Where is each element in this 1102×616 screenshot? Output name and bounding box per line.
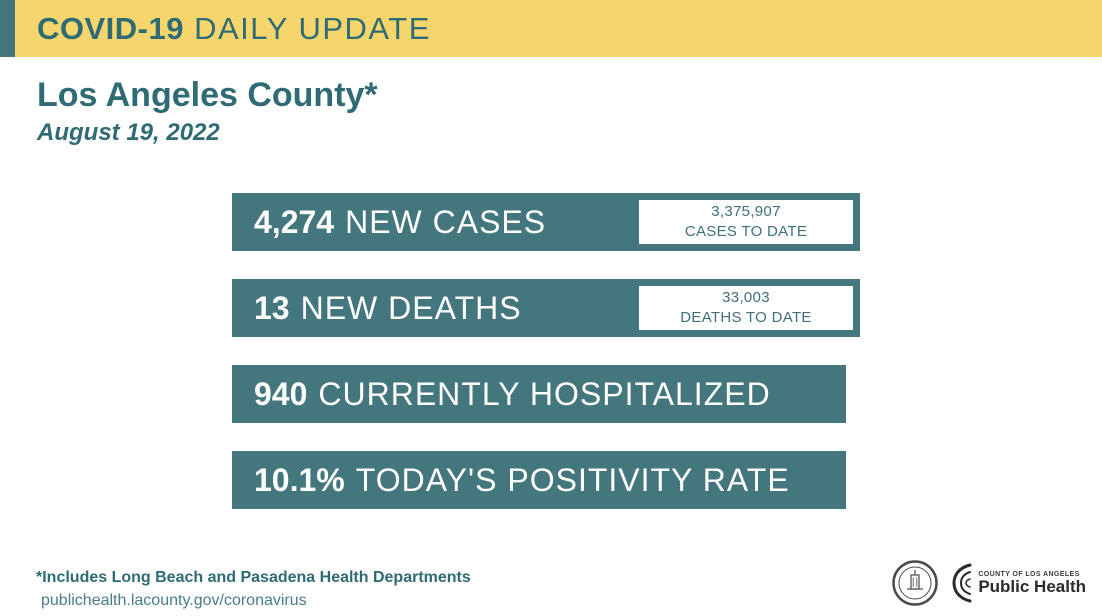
cases-to-date-value: 3,375,907 — [711, 202, 781, 220]
stat-hospitalized-value: 940 — [254, 375, 308, 412]
stat-new-cases-label: NEW CASES — [345, 203, 547, 240]
stat-new-cases-value: 4,274 — [254, 203, 335, 240]
stat-hospitalized-label: CURRENTLY HOSPITALIZED — [318, 375, 771, 412]
stat-new-deaths: 13 NEW DEATHS 33,003 DEATHS TO DATE — [232, 279, 860, 337]
cases-to-date-label: CASES TO DATE — [684, 223, 808, 240]
banner-title: COVID-19 DAILY UPDATE — [37, 11, 431, 47]
footnote: *Includes Long Beach and Pasadena Health… — [36, 569, 471, 586]
stat-new-deaths-label: NEW DEATHS — [300, 289, 522, 326]
logo-group: COUNTY OF LOS ANGELES Public Health — [892, 560, 1086, 606]
stat-positivity-value: 10.1% — [254, 461, 345, 498]
logo-county-line: COUNTY OF LOS ANGELES — [978, 570, 1080, 578]
public-health-logo: COUNTY OF LOS ANGELES Public Health — [950, 562, 1086, 604]
logo-dept-line: Public Health — [978, 576, 1086, 596]
banner: COVID-19 DAILY UPDATE — [0, 0, 1102, 57]
banner-title-rest: DAILY UPDATE — [183, 10, 431, 46]
stat-positivity-rate: 10.1% TODAY'S POSITIVITY RATE — [232, 451, 846, 509]
banner-title-bold: COVID-19 — [37, 10, 184, 46]
stat-deaths-to-date-badge: 33,003 DEATHS TO DATE — [639, 286, 853, 330]
page-title: Los Angeles County* — [37, 76, 378, 114]
banner-accent-bar — [0, 0, 15, 57]
public-health-logo-text: COUNTY OF LOS ANGELES Public Health — [978, 571, 1086, 596]
report-date: August 19, 2022 — [37, 119, 220, 146]
public-health-profile-icon — [952, 563, 972, 603]
stats-panel: 4,274 NEW CASES 3,375,907 CASES TO DATE … — [232, 193, 860, 537]
deaths-to-date-value: 33,003 — [722, 288, 770, 306]
stat-new-cases: 4,274 NEW CASES 3,375,907 CASES TO DATE — [232, 193, 860, 251]
stat-new-deaths-value: 13 — [254, 289, 290, 326]
stat-cases-to-date-badge: 3,375,907 CASES TO DATE — [639, 200, 853, 244]
deaths-to-date-label: DEATHS TO DATE — [680, 309, 812, 326]
stat-hospitalized: 940 CURRENTLY HOSPITALIZED — [232, 365, 846, 423]
la-county-seal-icon — [892, 560, 939, 606]
website-url: publichealth.lacounty.gov/coronavirus — [41, 592, 307, 609]
stat-positivity-label: TODAY'S POSITIVITY RATE — [355, 461, 790, 498]
